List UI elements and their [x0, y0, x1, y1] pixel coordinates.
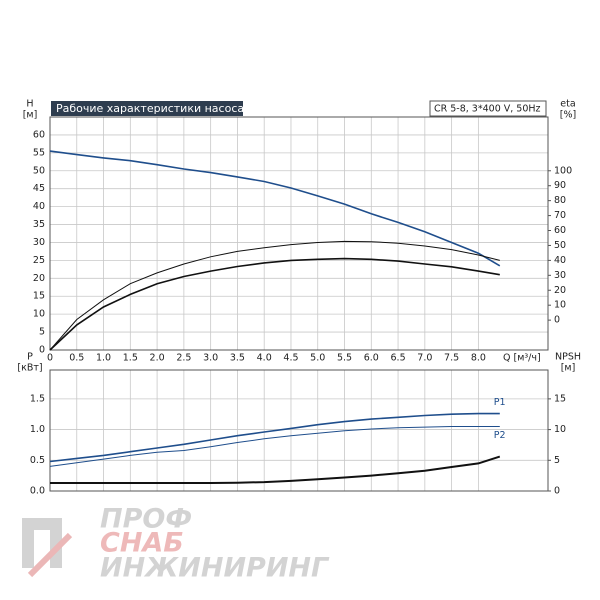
x-tick-label: 3.5	[230, 353, 245, 364]
y2-tick-label: 90	[554, 180, 566, 191]
series-line	[49, 426, 500, 467]
y-tick-label: 0.5	[30, 455, 45, 466]
series-label: P1	[494, 397, 506, 408]
y2-tick-label: 5	[554, 455, 560, 466]
y2-tick-label: 15	[554, 393, 566, 404]
series-line	[49, 257, 500, 351]
x-tick-label: 7.5	[444, 353, 459, 364]
y-tick-label: 1.0	[30, 424, 45, 435]
x-tick-label: 1.5	[123, 353, 138, 364]
watermark-line: ИНЖИНИРИНГ	[100, 553, 330, 584]
x-tick-label: 8.0	[471, 353, 486, 364]
x-tick-label: 5.5	[337, 353, 352, 364]
logo-stroke	[27, 532, 73, 578]
y2-tick-label: 10	[554, 424, 566, 435]
x-tick-label: 0	[47, 353, 53, 364]
y-tick-label: 5	[39, 327, 45, 338]
y-axis-unit: [кВт]	[17, 363, 42, 374]
chart-subtitle: CR 5-8, 3*400 V, 50Hz	[434, 104, 541, 115]
x-tick-label: 6.5	[391, 353, 406, 364]
y2-tick-label: 70	[554, 210, 566, 221]
y-tick-label: 35	[33, 219, 45, 230]
y2-tick-label: 80	[554, 195, 566, 206]
series-line	[50, 455, 501, 484]
y-tick-label: 25	[33, 255, 45, 266]
y2-tick-label: 30	[554, 270, 566, 281]
x-tick-label: 2.0	[150, 353, 165, 364]
y2-tick-label: 60	[554, 225, 566, 236]
y-tick-label: 15	[33, 291, 45, 302]
x-tick-label: 6.0	[364, 353, 379, 364]
x-tick-label: 4.5	[283, 353, 298, 364]
y2-tick-label: 0	[554, 486, 560, 497]
y-tick-label: 50	[33, 165, 45, 176]
y2-tick-label: 50	[554, 240, 566, 251]
x-tick-label: 0.5	[69, 353, 84, 364]
series-line	[49, 150, 501, 267]
series-line	[49, 240, 500, 351]
y2-tick-label: 10	[554, 300, 566, 311]
y-tick-label: 60	[33, 129, 45, 140]
x-tick-label: 3.0	[203, 353, 218, 364]
y-axis-label: P	[27, 352, 33, 363]
plot-frame	[49, 116, 549, 351]
subtitle-box	[429, 100, 547, 117]
chart-title: Рабочие характеристики насоса	[56, 102, 244, 115]
y-tick-label: 30	[33, 237, 45, 248]
y2-axis-label: eta	[560, 99, 575, 110]
watermark-line: ПРОФ	[100, 504, 192, 535]
watermark-logo: ПРОФ СНАБ ИНЖИНИРИНГ	[22, 504, 330, 584]
series-line	[49, 412, 500, 463]
y-tick-label: 0	[39, 345, 45, 356]
x-tick-label: 7.0	[417, 353, 432, 364]
plot-frame	[49, 369, 549, 492]
x-tick-label: 2.5	[176, 353, 191, 364]
y-tick-label: 40	[33, 201, 45, 212]
y2-axis-label: NPSH	[555, 352, 581, 363]
y2-axis-unit: [%]	[560, 110, 576, 121]
y2-tick-label: 20	[554, 285, 566, 296]
y2-axis-unit: [м]	[561, 363, 576, 374]
x-tick-label: 1.0	[96, 353, 111, 364]
x-tick-label: 4.0	[257, 353, 272, 364]
y2-tick-label: 40	[554, 255, 566, 266]
y-tick-label: 10	[33, 309, 45, 320]
y2-tick-label: 100	[554, 165, 572, 176]
watermark-line: СНАБ	[100, 528, 184, 559]
y-tick-label: 45	[33, 183, 45, 194]
y-axis-label: H	[26, 99, 33, 110]
y-tick-label: 0.0	[30, 486, 45, 497]
y-tick-label: 55	[33, 147, 45, 158]
x-axis-label: Q [м³/ч]	[503, 353, 541, 364]
y-tick-label: 1.5	[30, 393, 45, 404]
y2-tick-label: 0	[554, 315, 560, 326]
y-axis-unit: [м]	[23, 110, 38, 121]
title-box	[51, 101, 243, 116]
y-tick-label: 20	[33, 273, 45, 284]
x-tick-label: 5.0	[310, 353, 325, 364]
series-label: P2	[494, 430, 506, 441]
